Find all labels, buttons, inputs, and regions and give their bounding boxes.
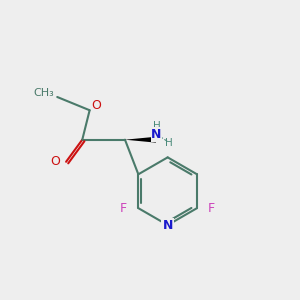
Text: CH₃: CH₃ <box>34 88 54 98</box>
Text: N: N <box>163 219 173 232</box>
Text: F: F <box>208 202 215 215</box>
Text: F: F <box>120 202 127 215</box>
Text: O: O <box>50 155 60 168</box>
Text: H: H <box>165 138 173 148</box>
Text: N: N <box>151 128 162 141</box>
Text: H: H <box>153 121 160 130</box>
Polygon shape <box>125 137 156 142</box>
Text: O: O <box>91 99 101 112</box>
